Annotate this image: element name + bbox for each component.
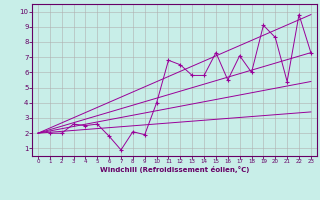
X-axis label: Windchill (Refroidissement éolien,°C): Windchill (Refroidissement éolien,°C) bbox=[100, 166, 249, 173]
